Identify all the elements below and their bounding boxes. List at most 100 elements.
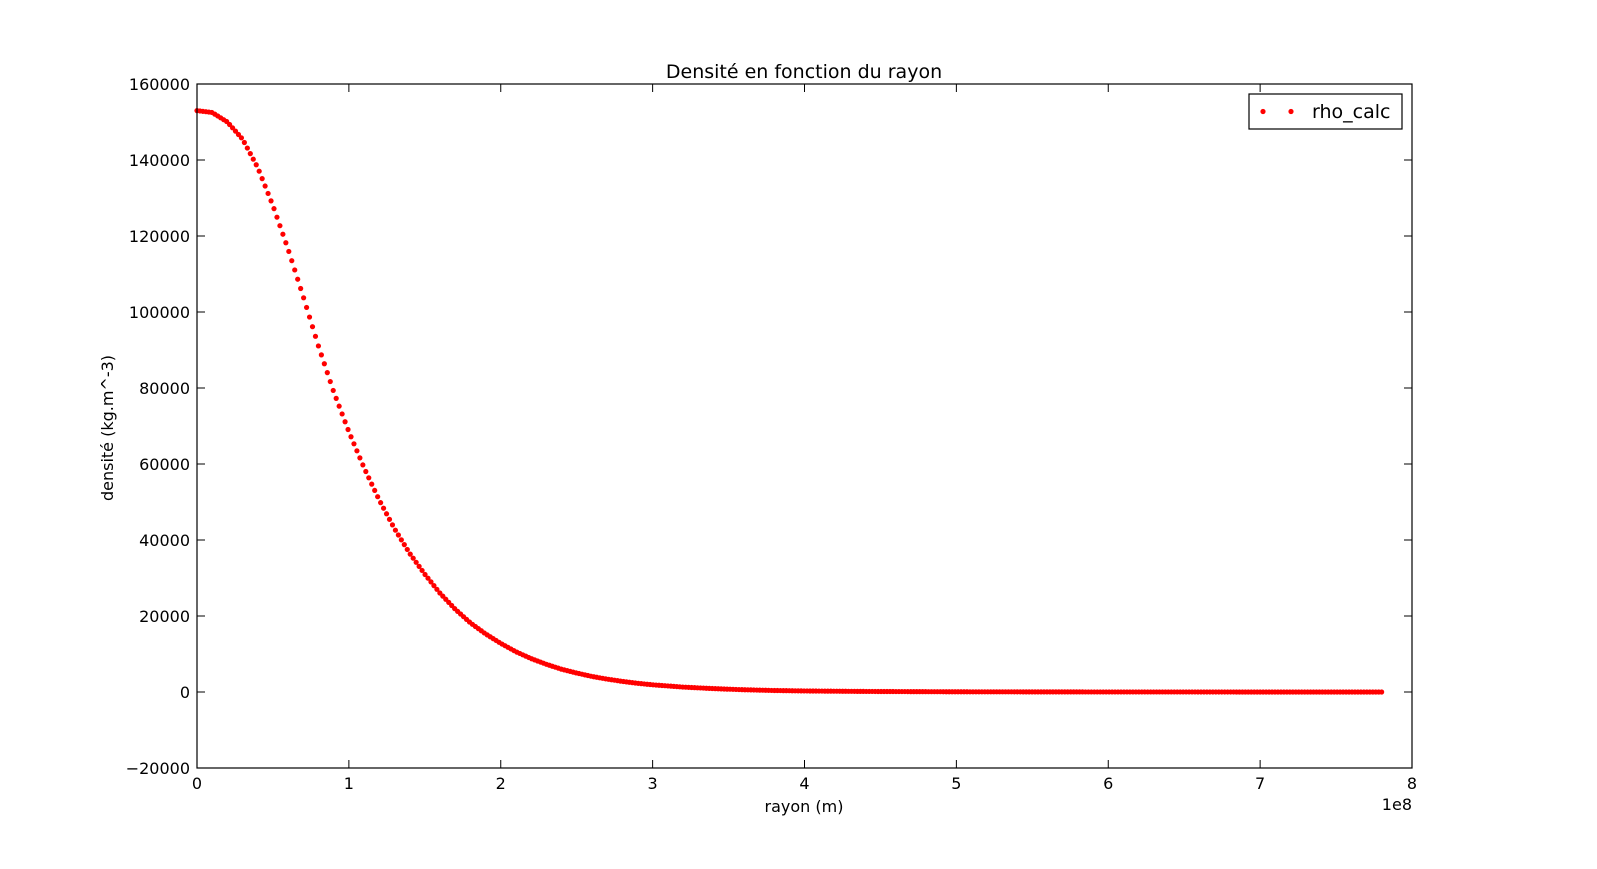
x-tick-label: 3 (648, 774, 658, 793)
data-point (419, 567, 425, 574)
legend-box (1248, 93, 1403, 130)
chart-title: Densité en fonction du rayon (666, 61, 942, 83)
data-point (422, 571, 428, 578)
data-point (298, 285, 304, 292)
x-tick-label: 7 (1255, 774, 1265, 793)
data-point (339, 411, 345, 417)
data-point (378, 500, 384, 506)
data-point (295, 276, 301, 282)
y-tick-label: 60000 (139, 455, 190, 474)
data-point (280, 231, 286, 237)
data-point (277, 223, 283, 229)
x-tick-label: 8 (1407, 774, 1417, 793)
y-tick-label: 160000 (129, 75, 190, 94)
data-point (333, 395, 339, 401)
data-point (256, 168, 262, 174)
data-point (235, 131, 242, 138)
data-point (253, 162, 259, 168)
x-tick-label: 4 (799, 774, 809, 793)
data-point (383, 511, 390, 517)
data-point (286, 248, 292, 255)
data-point (360, 462, 366, 468)
data-point (357, 455, 363, 461)
data-point (250, 156, 256, 162)
data-point (265, 190, 271, 197)
data-point (410, 555, 416, 561)
data-point (351, 441, 357, 447)
data-point (324, 370, 330, 376)
data-point (354, 448, 360, 454)
data-point (413, 559, 419, 565)
data-point (428, 579, 434, 585)
legend-marker (1260, 108, 1266, 115)
x-tick-label: 5 (951, 774, 961, 793)
y-tick-label: 80000 (139, 379, 190, 398)
data-point (372, 487, 378, 494)
x-offset-label: 1e8 (1382, 795, 1412, 814)
axis-ticks: 0 1 2 3 4 5 6 7 8−200000200004000060000800001000… (126, 75, 1417, 793)
data-point (309, 324, 316, 330)
data-point (232, 128, 239, 134)
data-point (348, 434, 354, 440)
x-tick-label: 6 (1103, 774, 1113, 793)
data-point (321, 361, 327, 367)
data-point (375, 494, 381, 500)
data-point (268, 198, 274, 204)
x-axis-label: rayon (m) (765, 797, 844, 816)
data-point (327, 378, 333, 385)
y-tick-label: 20000 (139, 607, 190, 626)
data-point (342, 419, 348, 425)
data-point (289, 258, 295, 264)
data-point (315, 343, 322, 349)
data-point (303, 304, 310, 311)
data-point (398, 537, 404, 543)
data-point (345, 426, 351, 433)
data-point (301, 295, 307, 301)
y-tick-label: 140000 (129, 151, 190, 170)
data-point (416, 563, 422, 569)
data-point (336, 403, 342, 409)
data-point (395, 532, 401, 538)
y-tick-label: 0 (180, 683, 190, 702)
data-point (386, 516, 393, 522)
data-point (238, 135, 245, 141)
data-point (259, 176, 265, 182)
data-markers (194, 108, 1385, 695)
x-tick-label: 1 (344, 774, 354, 793)
data-point (283, 240, 289, 246)
data-point (407, 551, 413, 557)
data-point (330, 387, 336, 394)
data-point (389, 522, 396, 528)
data-point (401, 542, 407, 548)
data-point (318, 352, 324, 358)
data-point (1379, 689, 1385, 695)
data-point (404, 546, 410, 553)
data-point (229, 125, 236, 131)
legend-marker (1288, 108, 1294, 115)
data-point (262, 183, 268, 189)
data-point (380, 505, 387, 511)
y-tick-label: 40000 (139, 531, 190, 550)
data-point (392, 527, 399, 533)
x-tick-label: 0 (192, 774, 202, 793)
y-axis-label: densité (kg.m^-3) (98, 355, 117, 501)
data-point (292, 267, 298, 273)
data-point (244, 145, 250, 151)
data-point (431, 583, 437, 589)
y-tick-label: 100000 (129, 303, 190, 322)
plot-frame (196, 83, 1413, 769)
y-tick-label: 120000 (129, 227, 190, 246)
data-point (434, 586, 440, 592)
data-point (363, 468, 369, 475)
data-point (271, 206, 277, 212)
data-point (226, 121, 233, 128)
data-point (274, 214, 280, 220)
legend-label: rho_calc (1312, 101, 1390, 123)
data-point (369, 481, 375, 487)
data-point (247, 151, 253, 157)
data-point (425, 575, 431, 581)
data-point (366, 475, 372, 481)
x-tick-label: 2 (496, 774, 506, 793)
legend: rho_calc (1248, 93, 1403, 130)
